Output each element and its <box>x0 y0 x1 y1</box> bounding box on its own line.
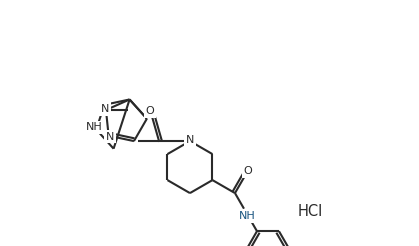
Text: N: N <box>186 135 194 145</box>
Text: N: N <box>101 104 109 114</box>
Text: O: O <box>243 166 252 176</box>
Text: NH: NH <box>86 123 103 132</box>
Text: NH: NH <box>238 211 255 221</box>
Text: O: O <box>145 106 154 116</box>
Text: N: N <box>106 132 114 142</box>
Text: HCl: HCl <box>297 203 323 218</box>
